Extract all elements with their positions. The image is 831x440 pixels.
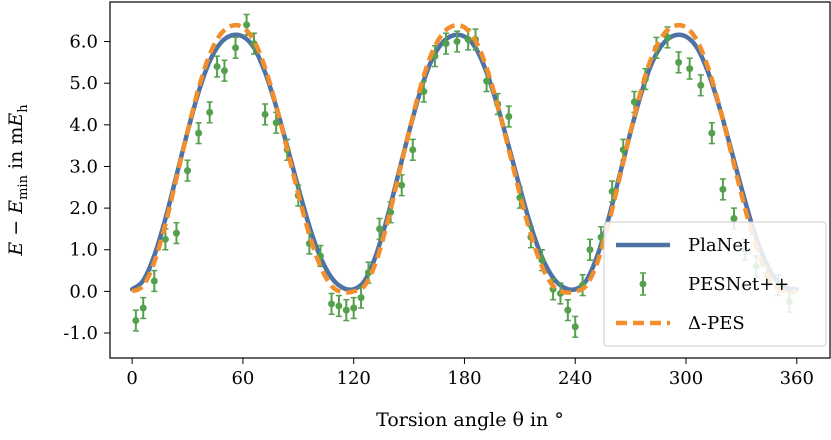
y-tick-label-5.0: 5.0 <box>69 73 98 94</box>
point-pesnet <box>376 225 384 233</box>
axes-frame <box>109 1 831 359</box>
y-tick-label-4.0: 4.0 <box>69 115 98 136</box>
point-pesnet <box>453 38 461 46</box>
series-layer <box>129 13 800 338</box>
x-tick-label-180: 180 <box>447 368 481 389</box>
point-pesnet <box>195 129 203 137</box>
x-tick-label-360: 360 <box>780 368 814 389</box>
point-pesnet <box>206 108 214 116</box>
point-pesnet <box>664 33 672 41</box>
y-title-sub-min: min <box>16 174 31 199</box>
x-tick-label-120: 120 <box>337 368 371 389</box>
legend-label-pesnet: PESNet++ <box>688 274 789 295</box>
legend-label-delta-pes: Δ-PES <box>688 313 745 334</box>
legend-key-pesnet <box>639 272 647 296</box>
series-line-delta-pes <box>131 22 798 295</box>
y-title-sub-h: h <box>16 104 31 113</box>
y-axis-title-text: E − Emin in mEh <box>5 104 31 257</box>
y-title-E3: E <box>5 113 27 128</box>
x-tick-label-0: 0 <box>126 368 137 389</box>
y-axis-title: E − Emin in mEh <box>5 104 31 257</box>
point-pesnet <box>538 256 546 264</box>
point-pesnet <box>409 146 417 154</box>
y-tick-label-6.0: 6.0 <box>69 32 98 53</box>
point-pesnet <box>719 185 727 193</box>
point-pesnet <box>350 304 358 312</box>
point-pesnet <box>261 110 269 118</box>
legend-key-point <box>639 280 647 288</box>
point-pesnet <box>184 167 192 175</box>
ticks-layer: 0 60 120 180 240 300 360 -1.0 0.0 1.0 2.0 3.0 4.0 5.0… <box>63 32 814 389</box>
y-title-E2: E <box>5 200 27 215</box>
point-pesnet <box>505 113 513 121</box>
point-pesnet <box>630 98 638 106</box>
series-line-planet <box>129 32 800 293</box>
point-pesnet <box>328 300 336 308</box>
point-pesnet <box>564 306 572 314</box>
y-tick-label-3.0: 3.0 <box>69 156 98 177</box>
point-pesnet <box>387 208 395 216</box>
x-tick-label-60: 60 <box>231 368 254 389</box>
point-pesnet <box>335 302 343 310</box>
y-tick-label-2.0: 2.0 <box>69 198 98 219</box>
point-pesnet <box>213 63 221 71</box>
point-pesnet <box>697 81 705 89</box>
point-pesnet <box>675 58 683 66</box>
data-layer <box>129 13 800 338</box>
x-tick-label-300: 300 <box>669 368 703 389</box>
point-pesnet <box>464 35 472 43</box>
point-pesnet <box>150 277 158 285</box>
point-pesnet <box>442 40 450 48</box>
point-pesnet <box>708 129 716 137</box>
point-pesnet <box>232 44 240 52</box>
point-pesnet <box>730 215 738 223</box>
legend-box <box>603 221 827 347</box>
y-title-unit-prefix: in m <box>5 127 27 175</box>
point-pesnet <box>161 235 169 243</box>
point-pesnet <box>686 65 694 73</box>
point-pesnet <box>420 88 428 96</box>
legend-label-planet: PlaNet <box>688 235 751 256</box>
x-axis-title: Torsion angle θ in ° <box>376 409 564 431</box>
x-tick-label-240: 240 <box>558 368 592 389</box>
point-pesnet <box>220 67 228 75</box>
point-pesnet <box>243 21 251 29</box>
y-title-E1: E <box>5 242 27 257</box>
x-axis-title-text: Torsion angle θ in ° <box>376 409 564 431</box>
legend: PlaNet PESNet++ Δ-PES <box>603 221 827 347</box>
point-pesnet <box>132 317 140 325</box>
point-pesnet <box>172 229 180 237</box>
point-pesnet <box>586 246 594 254</box>
y-tick-label--1.0: -1.0 <box>63 323 98 344</box>
point-pesnet <box>357 294 365 302</box>
point-pesnet <box>272 119 280 127</box>
y-tick-label-1.0: 1.0 <box>69 240 98 261</box>
point-pesnet <box>398 181 406 189</box>
point-pesnet <box>483 77 491 85</box>
point-pesnet <box>342 306 350 314</box>
y-tick-label-0.0: 0.0 <box>69 281 98 302</box>
point-pesnet <box>571 323 579 331</box>
point-pesnet <box>139 304 147 312</box>
y-title-minus: − <box>5 214 27 242</box>
